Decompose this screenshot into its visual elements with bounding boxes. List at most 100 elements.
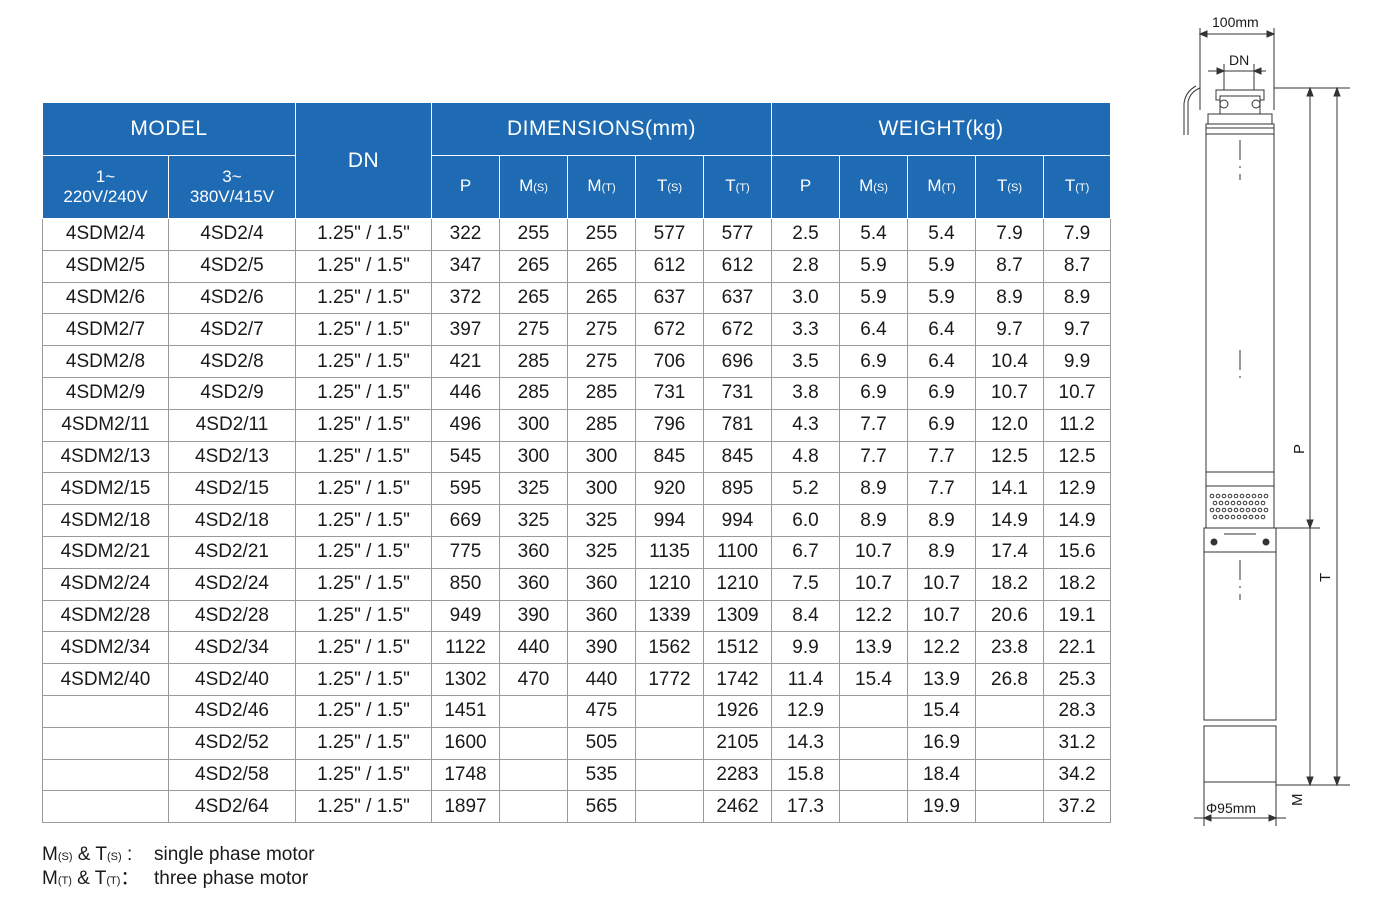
table-cell: 14.3 — [771, 726, 840, 760]
table-cell: 4SDM2/28 — [42, 599, 169, 633]
table-cell: 15.4 — [907, 694, 976, 728]
table-cell: 1.25" / 1.5" — [295, 408, 432, 442]
table-cell: 275 — [567, 345, 636, 378]
table-cell: 15.6 — [1042, 535, 1112, 569]
table-cell: 325 — [499, 472, 568, 506]
table-cell: 13.9 — [839, 631, 908, 665]
table-cell — [975, 726, 1044, 760]
table-cell: 12.5 — [975, 440, 1044, 474]
table-cell: 4SD2/46 — [168, 694, 296, 728]
table-cell: 285 — [499, 345, 568, 378]
table-cell: 397 — [431, 313, 500, 347]
table-cell: 1.25" / 1.5" — [295, 790, 432, 824]
table-cell: 446 — [431, 376, 500, 410]
table-row: 4SDM2/28 4SD2/28 1.25" / 1.5" 949 390 360 1339… — [42, 599, 1112, 633]
table-cell: 1.25" / 1.5" — [295, 472, 432, 506]
table-cell: 440 — [499, 631, 568, 665]
table-cell — [499, 790, 568, 824]
table-cell: 265 — [567, 249, 636, 283]
table-row: 4SDM2/5 4SD2/5 1.25" / 1.5" 347 265 265 612 612… — [42, 249, 1112, 283]
table-cell: 28.3 — [1042, 694, 1112, 728]
header-subscript: (S) — [1007, 182, 1023, 194]
table-cell: 390 — [567, 631, 636, 665]
table-cell: 8.9 — [907, 535, 976, 569]
table-cell: 2283 — [703, 758, 772, 792]
table-cell: 9.9 — [1042, 345, 1112, 378]
table-cell — [635, 790, 704, 824]
table-cell: 4SD2/24 — [168, 567, 296, 601]
table-cell: 18.2 — [975, 567, 1044, 601]
table-cell — [42, 726, 169, 760]
width-dimension — [1198, 28, 1276, 110]
table-cell: 8.9 — [839, 504, 908, 537]
table-cell: 4SDM2/9 — [42, 376, 169, 410]
table-cell: 14.9 — [1042, 504, 1112, 537]
table-cell: 10.7 — [1042, 376, 1112, 410]
table-cell: 706 — [635, 345, 704, 378]
table-cell: 4SD2/34 — [168, 631, 296, 665]
legend-key-part: (S) — [107, 851, 122, 863]
table-cell: 372 — [431, 281, 500, 315]
dim-t-three-header: T(T) — [703, 155, 772, 219]
table-cell: 672 — [635, 313, 704, 347]
legend-row: M(T) & T(T)： three phase motor — [42, 868, 315, 892]
table-cell: 12.9 — [771, 694, 840, 728]
table-cell: 255 — [567, 218, 636, 251]
subheader-row: 1~ 220V/240V 3~ 380V/415V P M(S) M(T) T(S) T… — [42, 155, 1112, 219]
table-row: 4SDM2/11 4SD2/11 1.25" / 1.5" 496 300 285 796 7… — [42, 408, 1112, 442]
table-cell: 1.25" / 1.5" — [295, 599, 432, 633]
table-cell: 4SD2/7 — [168, 313, 296, 347]
table-cell: 637 — [703, 281, 772, 315]
table-cell: 2.8 — [771, 249, 840, 283]
diameter-label: Φ95mm — [1206, 800, 1256, 816]
dim-m-three-header: M(T) — [567, 155, 636, 219]
table-cell: 5.9 — [839, 281, 908, 315]
table-cell: 8.7 — [1042, 249, 1112, 283]
table-cell: 8.9 — [907, 504, 976, 537]
table-cell: 300 — [567, 472, 636, 506]
table-cell: 7.7 — [907, 472, 976, 506]
legend-text: three phase motor — [154, 868, 309, 889]
table-row: 4SDM2/4 4SD2/4 1.25" / 1.5" 322 255 255 577 577… — [42, 218, 1112, 251]
table-cell: 285 — [567, 408, 636, 442]
table-cell: 360 — [499, 567, 568, 601]
header-subscript: (S) — [873, 182, 888, 194]
table-cell: 8.9 — [975, 281, 1044, 315]
table-cell: 4SD2/9 — [168, 376, 296, 410]
table-cell: 949 — [431, 599, 500, 633]
table-cell: 1897 — [431, 790, 500, 824]
table-cell: 577 — [635, 218, 704, 251]
table-cell: 360 — [567, 567, 636, 601]
table-body: 4SDM2/4 4SD2/4 1.25" / 1.5" 322 255 255 577 577… — [42, 218, 1112, 824]
header-main-text: M — [587, 176, 602, 195]
table-cell — [42, 790, 169, 824]
table-cell: 4SDM2/34 — [42, 631, 169, 665]
table-cell: 9.7 — [975, 313, 1044, 347]
table-cell: 4SD2/11 — [168, 408, 296, 442]
header-main-text: T — [725, 176, 736, 195]
table-cell: 895 — [703, 472, 772, 506]
table-cell: 1309 — [703, 599, 772, 633]
table-cell: 1.25" / 1.5" — [295, 535, 432, 569]
header-main-text: M — [859, 176, 874, 195]
table-cell: 2105 — [703, 726, 772, 760]
header-subscript: (S) — [533, 182, 548, 194]
table-cell: 7.7 — [839, 440, 908, 474]
table-row: 4SDM2/9 4SD2/9 1.25" / 1.5" 446 285 285 731 731… — [42, 376, 1112, 410]
table-cell: 6.0 — [771, 504, 840, 537]
table-cell: 325 — [567, 535, 636, 569]
table-cell: 14.1 — [975, 472, 1044, 506]
header-subscript: (T) — [601, 182, 616, 194]
table-cell — [975, 758, 1044, 792]
table-cell: 19.1 — [1042, 599, 1112, 633]
table-cell: 16.9 — [907, 726, 976, 760]
dn-header: DN — [295, 102, 432, 219]
legend: M(S) & T(S) : single phase motor M(T) & T… — [42, 844, 315, 892]
table-cell: 1.25" / 1.5" — [295, 249, 432, 283]
table-cell: 1210 — [703, 567, 772, 601]
spec-table: MODEL DN DIMENSIONS(mm) WEIGHT(kg) 1~ 22… — [42, 102, 1112, 824]
table-cell: 10.7 — [907, 567, 976, 601]
table-cell: 4SD2/8 — [168, 345, 296, 378]
p-label: P — [1291, 444, 1308, 454]
legend-key-part: (T) — [57, 875, 72, 887]
